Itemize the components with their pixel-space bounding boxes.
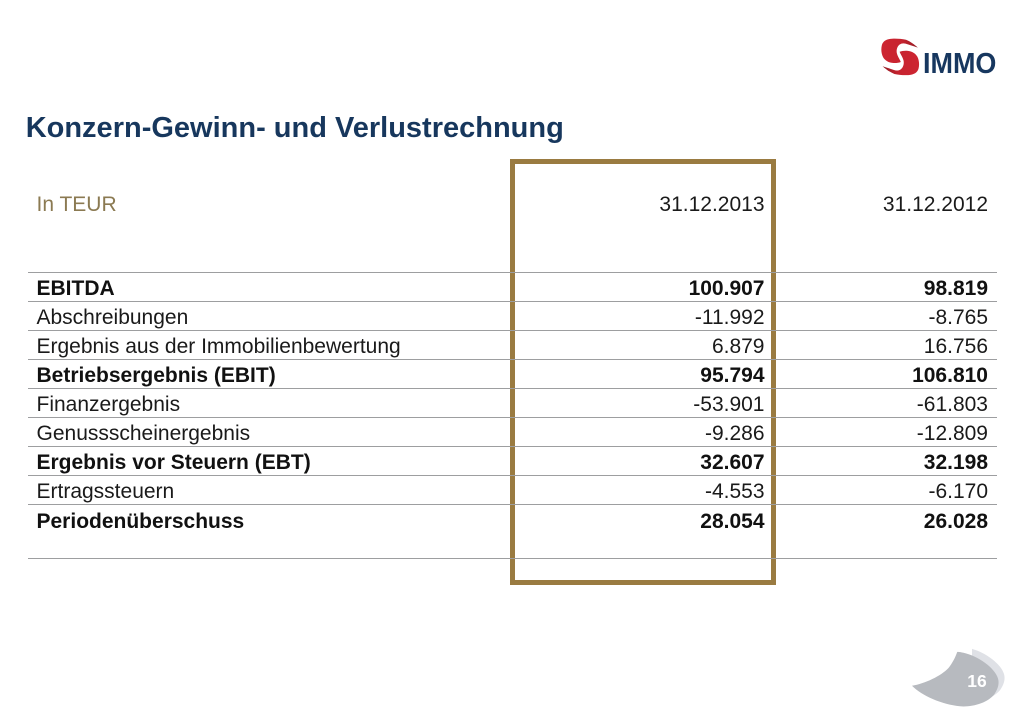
svg-text:16: 16 (967, 671, 987, 691)
